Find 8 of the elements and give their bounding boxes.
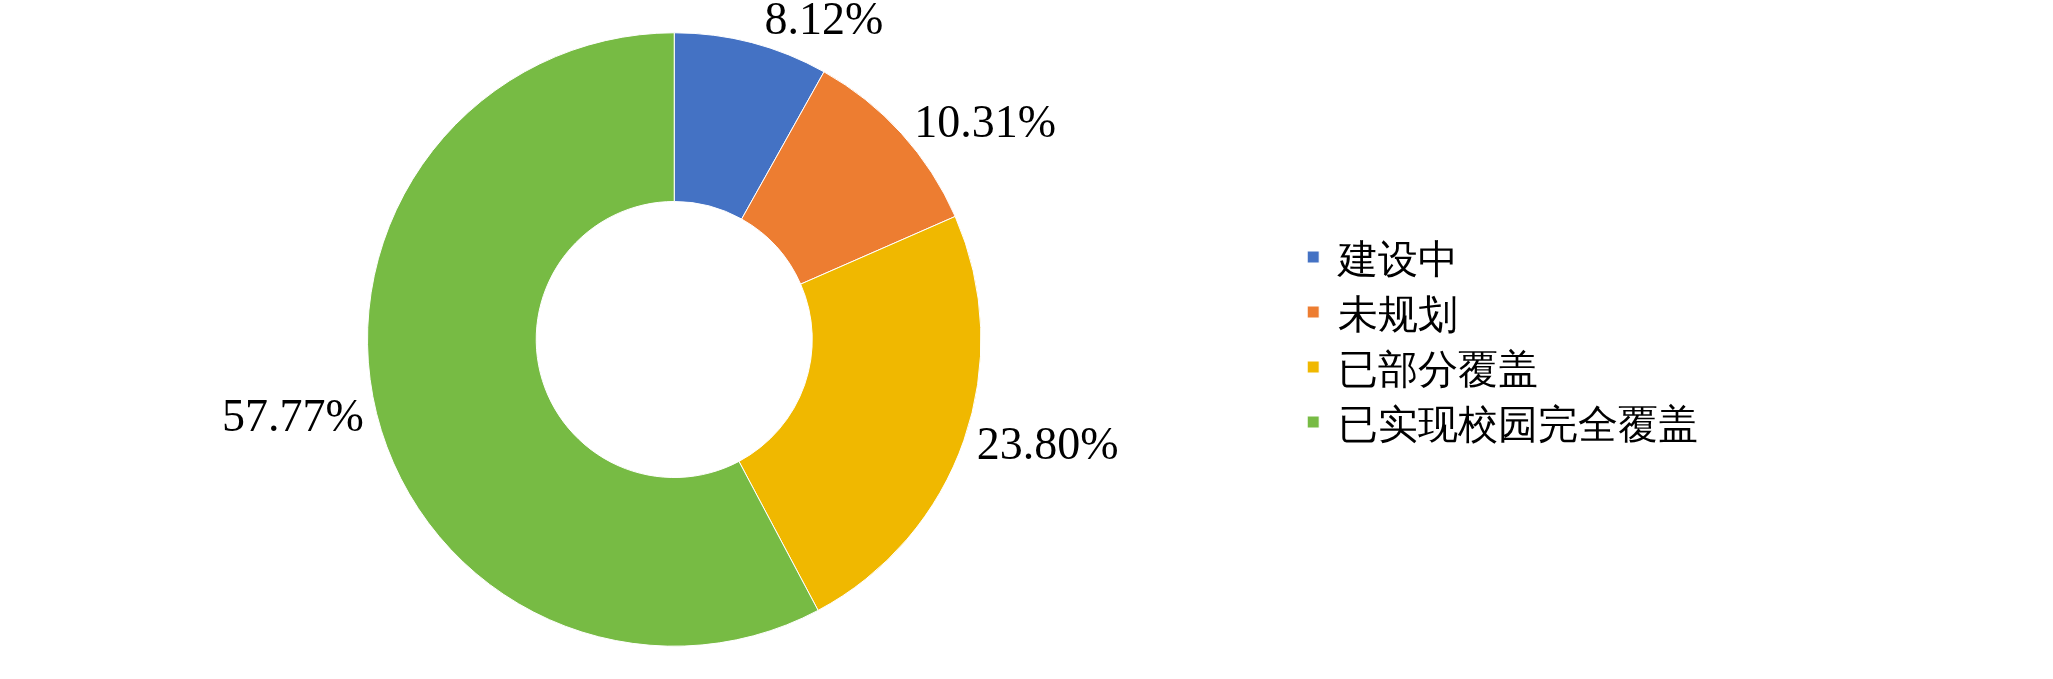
legend-label: 未规划 [1338, 290, 1459, 337]
legend-label: 建设中 [1337, 235, 1459, 282]
data-label: 23.80% [976, 417, 1119, 469]
legend-label: 已部分覆盖 [1338, 345, 1539, 392]
data-label: 57.77% [222, 389, 364, 441]
data-label: 8.12% [764, 0, 884, 45]
legend-label: 已实现校园完全覆盖 [1338, 400, 1699, 447]
data-label: 10.31% [914, 96, 1056, 148]
